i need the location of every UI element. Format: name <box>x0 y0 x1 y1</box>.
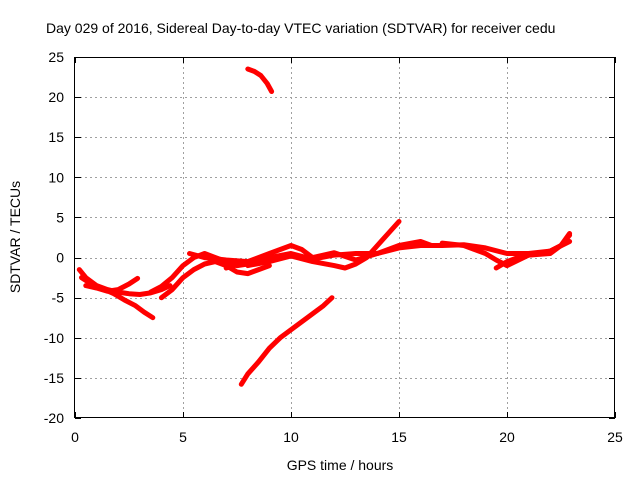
grid-lines <box>75 57 615 418</box>
y-tick-label: -5 <box>52 290 65 306</box>
y-tick-label: 15 <box>48 129 64 145</box>
y-tick-label: 5 <box>56 209 64 225</box>
y-axis-title: SDTVAR / TECUs <box>7 181 23 293</box>
series-line-arc-7 <box>223 239 434 271</box>
series-line-arc-11 <box>245 66 275 94</box>
data-series-group <box>76 66 573 387</box>
x-tick-labels: 0 5 10 15 20 25 <box>71 429 623 445</box>
plot-frame <box>74 57 615 418</box>
y-tick-label: 20 <box>48 89 64 105</box>
series-line-arc-12 <box>238 295 335 387</box>
y-tick-label: -20 <box>44 410 64 426</box>
y-tick-label: 10 <box>48 169 64 185</box>
axis-ticks <box>75 57 616 419</box>
y-tick-label: 25 <box>48 49 64 65</box>
x-tick-label: 25 <box>607 429 623 445</box>
x-tick-label: 10 <box>283 429 299 445</box>
y-tick-label: -15 <box>44 370 64 386</box>
x-tick-label: 20 <box>499 429 515 445</box>
x-tick-label: 5 <box>179 429 187 445</box>
series-line-arc-3 <box>83 275 141 294</box>
y-tick-label: -10 <box>44 330 64 346</box>
x-tick-label: 15 <box>391 429 407 445</box>
x-axis-title: GPS time / hours <box>287 457 394 473</box>
series-line-arc-8 <box>245 219 402 271</box>
y-tick-label: 0 <box>56 250 64 266</box>
chart-title: Day 029 of 2016, Sidereal Day-to-day VTE… <box>46 20 555 36</box>
y-tick-labels: -20 -15 -10 -5 0 5 10 15 20 25 <box>44 49 64 426</box>
series-line-arc-5 <box>158 259 272 301</box>
x-tick-label: 0 <box>71 429 79 445</box>
series-line-arc-10 <box>493 231 573 271</box>
series-line-arc-2 <box>79 275 156 321</box>
